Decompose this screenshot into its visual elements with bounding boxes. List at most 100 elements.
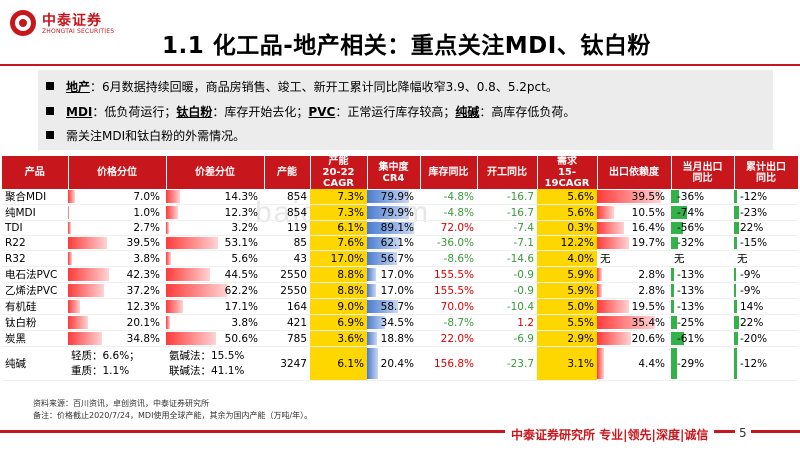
bullet-square-icon [46, 107, 54, 115]
bullet-property: 地产：6月数据持续回暖，商品房销售、竣工、新开工累计同比降幅收窄3.9、0.8、… [46, 78, 558, 95]
cell-price-percentile: 37.2% [68, 282, 166, 299]
cell-export-dependency: 4.4% [597, 346, 671, 381]
cell-price-percentile-fill [68, 222, 71, 234]
cell-price-percentile: 42.3% [68, 266, 166, 283]
remark-note: 备注：价格截止2020/7/24，MDI使用全球产能，其余为国内产能（万吨/年）… [33, 411, 313, 420]
cell-spread-percentile-value: 53.1% [224, 237, 258, 249]
column-header: 集中度 CR4 [367, 156, 421, 189]
cell-inventory-yoy: -36.0% [420, 235, 477, 251]
cell-inventory-yoy: 22.0% [420, 330, 477, 347]
cell-cum-export-yoy: -20% [734, 330, 798, 347]
cell-month-export-yoy-value: -56% [677, 222, 705, 234]
cell-capacity: 43 [264, 250, 310, 267]
cell-cum-export-yoy: -9% [734, 266, 798, 283]
cell-cr4: 89.1% [367, 220, 420, 236]
cell-cr4-fill [367, 332, 377, 345]
bullet-square-icon [46, 131, 54, 139]
cell-cr4: 56.7% [367, 250, 420, 267]
cell-month-export-yoy: -74% [671, 204, 734, 221]
cell-cr4-fill [367, 316, 386, 329]
cell-export-dependency: 无 [597, 250, 671, 267]
cell-inventory-yoy: 155.5% [420, 266, 477, 283]
cell-product: 有机硅 [2, 298, 68, 315]
cell-month-export-yoy-value: -32% [677, 237, 705, 249]
cell-operating-yoy: -14.6 [477, 250, 537, 267]
cell-export-dependency-fill [597, 268, 602, 281]
product-table: 产品 价格分位 价差分位 产能 产能 20-22 CAGR 集中度 CR4 库存同比 开工同比 需求… [2, 156, 799, 381]
bullet-label-tio2: 钛白粉 [176, 105, 213, 119]
cell-spread-percentile-fill [166, 206, 179, 219]
cell-demand-cagr: 5.6% [537, 189, 597, 205]
cell-demand-cagr: 5.9% [537, 266, 597, 283]
footer-divider [0, 430, 800, 433]
cell-cum-export-yoy: -12% [734, 189, 798, 205]
table-row: 有机硅 12.3% 17.1% 164 9.0% 58.7% 70.0% -10.4 5.0% 1… [2, 298, 798, 315]
cell-cum-export-yoy: -12% [734, 346, 798, 381]
cell-product: 钛白粉 [2, 314, 68, 331]
logo-name-cn: 中泰证券 [42, 13, 102, 29]
cell-spread-percentile: 5.6% [166, 250, 264, 267]
cell-spread-percentile-value: 12.3% [224, 206, 258, 219]
cell-month-export-yoy-fill [671, 222, 684, 234]
cell-product: 纯碱 [2, 346, 68, 381]
cell-export-dependency: 20.6% [597, 330, 671, 347]
title-divider [0, 64, 800, 66]
cell-operating-yoy: -0.9 [477, 266, 537, 283]
cell-month-export-yoy-fill [671, 300, 674, 313]
cell-cr4: 17.0% [367, 282, 420, 299]
cell-month-export-yoy-fill [671, 316, 677, 329]
cell-demand-cagr: 4.0% [537, 250, 597, 267]
cell-price-percentile: 2.7% [68, 220, 166, 236]
cell-cum-export-yoy: 22% [734, 314, 798, 331]
cell-product: 炭黑 [2, 330, 68, 347]
cell-month-export-yoy: -29% [671, 346, 734, 381]
cell-price-percentile-value: 37.2% [126, 284, 160, 297]
cell-month-export-yoy-value: -25% [677, 316, 705, 329]
cell-capacity: 854 [264, 204, 310, 221]
cell-export-dependency-value: 4.4% [638, 357, 665, 370]
cell-month-export-yoy: -36% [671, 189, 734, 205]
cell-inventory-yoy: -8.7% [420, 314, 477, 331]
cell-month-export-yoy-fill [671, 190, 679, 203]
cell-cr4-value: 58.7% [380, 300, 414, 313]
cell-cr4-value: 17.0% [380, 268, 414, 281]
cell-inventory-yoy: -4.8% [420, 189, 477, 205]
cell-price-percentile-fill [68, 332, 103, 345]
table-header-row: 产品 价格分位 价差分位 产能 产能 20-22 CAGR 集中度 CR4 库存同比 开工同比 需求… [2, 156, 799, 189]
cell-price-percentile-value: 7.0% [133, 190, 160, 203]
cell-month-export-yoy-value: -36% [677, 190, 705, 203]
cell-demand-cagr: 2.9% [537, 330, 597, 347]
cell-price-percentile: 1.0% [68, 204, 166, 221]
cell-spread-percentile-fill [166, 268, 210, 281]
cell-price-percentile-fill [68, 284, 105, 297]
cell-cr4-value: 79.9% [380, 190, 414, 203]
cell-cr4: 62.1% [367, 235, 420, 251]
cell-cr4-fill [367, 284, 376, 297]
cell-spread-percentile-fill [166, 190, 180, 203]
cell-cr4-fill [367, 190, 410, 203]
cell-price-percentile-fill [68, 190, 75, 203]
cell-month-export-yoy-value: -13% [677, 268, 705, 281]
cell-export-dependency: 2.8% [597, 266, 671, 283]
cell-month-export-yoy-fill [671, 268, 674, 281]
cell-cr4-fill [367, 300, 399, 313]
cell-capacity-cagr: 7.6% [310, 235, 367, 251]
cell-demand-cagr: 5.6% [537, 204, 597, 221]
table-row: TDI 2.7% 3.2% 119 6.1% 89.1% 72.0% -7.4 0.3% 16.4… [2, 220, 798, 236]
cell-operating-yoy: -16.7 [477, 204, 537, 221]
cell-spread-percentile: 17.1% [166, 298, 264, 315]
cell-cr4-value: 17.0% [380, 284, 414, 297]
cell-export-dependency-fill [597, 348, 605, 379]
cell-export-dependency-value: 39.5% [631, 190, 665, 203]
page-number: 5 [735, 426, 751, 440]
cell-capacity: 3247 [264, 346, 310, 381]
cell-capacity-cagr: 6.9% [310, 314, 367, 331]
cell-cum-export-yoy-value: -9% [740, 268, 761, 281]
cell-price-percentile: 3.8% [68, 250, 166, 267]
cell-cum-export-yoy: 22% [734, 220, 798, 236]
column-header: 当月出口 同比 [671, 156, 735, 189]
cell-operating-yoy: -16.7 [477, 189, 537, 205]
source-note: 资料来源：百川资讯，卓创资讯，中泰证券研究所 [33, 399, 209, 408]
cell-cr4: 20.4% [367, 346, 420, 381]
cell-export-dependency: 19.5% [597, 298, 671, 315]
